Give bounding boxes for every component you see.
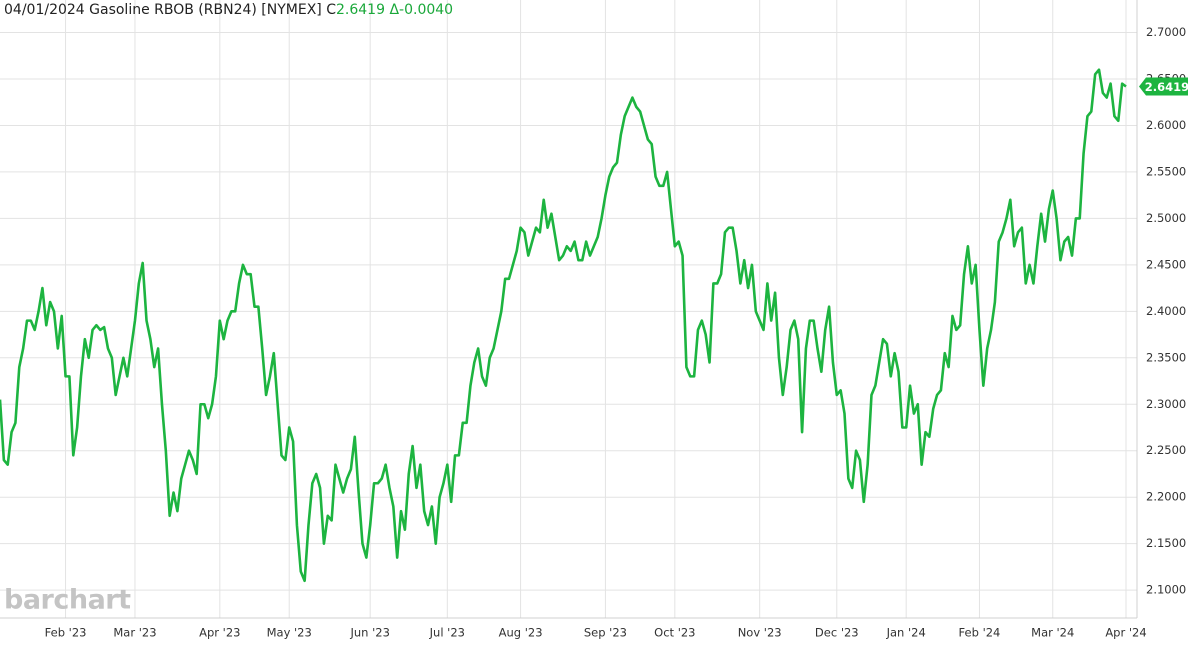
y-tick-label: 2.3000: [1146, 397, 1186, 411]
header: 04/01/2024 Gasoline RBOB (RBN24) [NYMEX]…: [4, 2, 453, 18]
close-value: 2.6419: [336, 2, 385, 18]
y-tick-label: 2.4500: [1146, 257, 1186, 271]
y-tick-label: 2.2500: [1146, 443, 1186, 457]
x-tick-label: Jan '24: [886, 626, 926, 640]
last-price-badge: [1139, 77, 1188, 96]
x-tick-label: Aug '23: [499, 626, 543, 640]
x-tick-label: Jul '23: [429, 626, 465, 640]
chart-title: 04/01/2024 Gasoline RBOB (RBN24) [NYMEX]: [4, 2, 322, 18]
x-tick-label: Nov '23: [738, 626, 782, 640]
y-tick-label: 2.5500: [1146, 164, 1186, 178]
watermark: barchart: [4, 585, 131, 616]
x-tick-label: Oct '23: [654, 626, 695, 640]
y-tick-label: 2.1500: [1146, 536, 1186, 550]
x-tick-label: Dec '23: [815, 626, 859, 640]
y-tick-label: 2.5000: [1146, 211, 1186, 225]
close-label: C: [326, 2, 336, 18]
x-tick-label: Jun '23: [349, 626, 389, 640]
price-line: [0, 68, 1127, 583]
last-price-label: 2.6419: [1145, 80, 1189, 94]
y-tick-label: 2.4000: [1146, 304, 1186, 318]
x-tick-label: Mar '24: [1031, 626, 1074, 640]
x-tick-label: Feb '24: [959, 626, 1001, 640]
x-tick-label: Mar '23: [113, 626, 156, 640]
y-tick-label: 2.2000: [1146, 490, 1186, 504]
x-tick-label: Feb '23: [45, 626, 87, 640]
y-tick-label: 2.1000: [1146, 583, 1186, 597]
y-tick-label: 2.6000: [1146, 118, 1186, 132]
y-tick-label: 2.7000: [1146, 25, 1186, 39]
x-tick-label: Apr '24: [1105, 626, 1146, 640]
x-tick-label: Sep '23: [584, 626, 627, 640]
change-value: Δ-0.0040: [389, 2, 454, 18]
y-tick-label: 2.3500: [1146, 350, 1186, 364]
x-tick-label: Apr '23: [199, 626, 240, 640]
x-tick-label: May '23: [267, 626, 312, 640]
